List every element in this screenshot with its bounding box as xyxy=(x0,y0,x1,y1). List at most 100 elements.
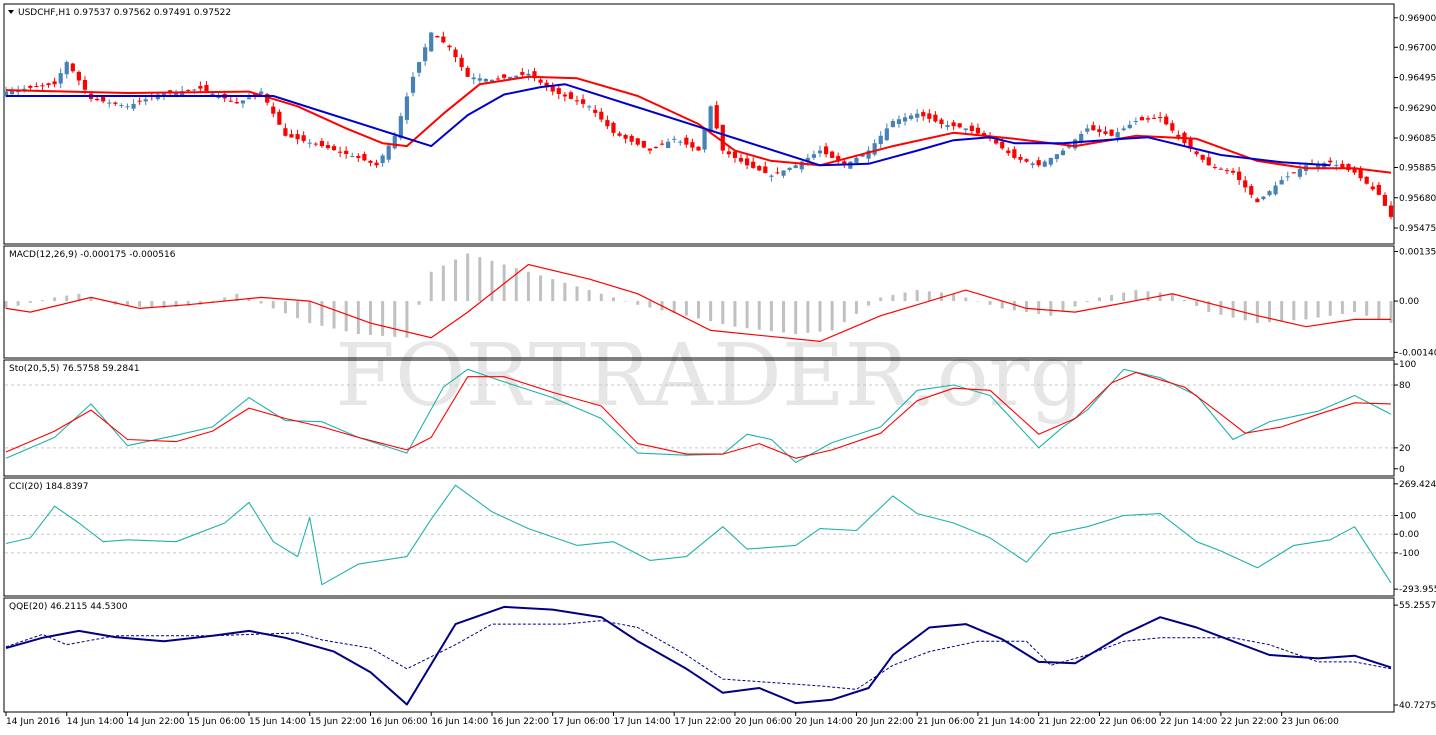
stochastic-header: Sto(20,5,5) 76.5758 59.2841 xyxy=(9,364,140,374)
candle-body xyxy=(1018,157,1023,160)
macd-histogram-bar xyxy=(648,301,652,308)
candle-body xyxy=(1285,176,1290,178)
macd-histogram-bar xyxy=(150,301,154,308)
candle-body xyxy=(508,76,513,80)
candle-body xyxy=(1364,176,1369,184)
candle-body xyxy=(532,71,537,79)
macd-histogram-bar xyxy=(575,286,579,302)
qqe-main-line xyxy=(5,605,1392,706)
candle-body xyxy=(1133,121,1138,123)
macd-histogram-bar xyxy=(223,297,227,302)
candle-body xyxy=(173,91,179,97)
candle-body xyxy=(915,113,920,118)
x-tick-label: 21 Jun 22:00 xyxy=(1039,717,1096,727)
candle-body xyxy=(319,140,324,147)
macd-histogram-bar xyxy=(721,301,725,324)
macd-histogram-bar xyxy=(405,301,409,338)
macd-histogram-bar xyxy=(1304,301,1308,320)
candle-body xyxy=(101,96,106,102)
candle-body xyxy=(477,78,482,81)
macd-histogram-bar xyxy=(1340,301,1344,314)
qqe-signal-line xyxy=(5,620,1392,690)
macd-histogram-bar xyxy=(1243,301,1247,321)
macd-histogram-bar xyxy=(53,297,57,302)
macd-histogram-bar xyxy=(1280,301,1284,322)
macd-histogram-bar xyxy=(1255,301,1259,324)
candle-body xyxy=(161,93,167,96)
x-tick-label: 20 Jun 06:00 xyxy=(735,717,792,727)
cci-frame xyxy=(3,477,1395,597)
qqe-frame xyxy=(3,597,1395,713)
candle-body xyxy=(981,133,987,137)
candle-body xyxy=(1261,196,1266,200)
candle-body xyxy=(769,175,774,177)
candle-body xyxy=(538,79,543,83)
x-tick-label: 14 Jun 22:00 xyxy=(127,717,184,727)
candle-body xyxy=(1273,185,1278,195)
macd-histogram-bar xyxy=(393,301,397,337)
candle-body xyxy=(1243,180,1248,188)
candle-body xyxy=(265,94,270,103)
candle-body xyxy=(398,116,403,139)
candle-body xyxy=(325,145,331,149)
y-tick-label: 269.4248 xyxy=(1399,480,1436,490)
macd-histogram-bar xyxy=(1146,291,1150,302)
candle-body xyxy=(1073,139,1078,149)
y-tick-label: -0.00140 xyxy=(1399,348,1436,358)
candle-body xyxy=(696,146,701,151)
candle-body xyxy=(909,115,914,119)
stochastic-frame xyxy=(3,359,1395,477)
candle-body xyxy=(1212,167,1217,169)
candle-body xyxy=(423,47,428,62)
candle-body xyxy=(3,91,9,96)
candle-body xyxy=(453,49,458,58)
candle-body xyxy=(896,119,902,124)
candle-body xyxy=(131,103,136,109)
candle-body xyxy=(580,99,586,104)
macd-histogram-bar xyxy=(757,301,761,330)
candle-body xyxy=(1340,163,1345,168)
candle-body xyxy=(483,79,488,82)
candle-body xyxy=(246,97,252,100)
macd-histogram-bar xyxy=(806,301,810,333)
macd-histogram-bar xyxy=(964,297,968,302)
candle-body xyxy=(1097,129,1102,133)
macd-histogram-bar xyxy=(40,300,44,302)
candle-body xyxy=(1388,205,1394,217)
candle-body xyxy=(283,128,288,136)
macd-histogram-bar xyxy=(356,301,360,335)
candle-body xyxy=(137,100,142,102)
candle-body xyxy=(362,153,367,161)
macd-histogram-bar xyxy=(1377,301,1381,320)
macd-signal-line xyxy=(5,263,1391,343)
macd-histogram-bar xyxy=(1000,301,1004,309)
candle-body xyxy=(975,127,981,134)
y-tick-label: 100 xyxy=(1399,512,1416,522)
candle-body xyxy=(70,63,75,72)
candle-body xyxy=(1036,160,1041,166)
candle-body xyxy=(410,76,416,93)
candle-body xyxy=(277,111,282,125)
macd-histogram-bar xyxy=(1316,301,1320,318)
candle-body xyxy=(514,75,519,78)
y-tick-label: 20 xyxy=(1399,444,1411,454)
macd-histogram-bar xyxy=(1207,301,1211,313)
watermark: FORTRADER.org xyxy=(335,326,1084,426)
candle-body xyxy=(860,154,865,157)
candle-body xyxy=(1328,160,1333,163)
macd-histogram-bar xyxy=(478,257,482,302)
y-tick-label: -293.9553 xyxy=(1399,585,1436,595)
candle-body xyxy=(198,86,203,89)
macd-histogram-bar xyxy=(1073,301,1077,307)
candle-body xyxy=(1000,141,1005,149)
candle-body xyxy=(1121,128,1126,131)
macd-histogram-bar xyxy=(697,301,700,319)
panel-qqe: 55.2557 40.7275 QQE(20) 46.2115 44.5300 xyxy=(3,597,1436,713)
y-tick-label: 0.95885 xyxy=(1399,164,1436,174)
candle-body xyxy=(793,165,798,169)
y-tick-label: 0.001354 xyxy=(1399,248,1436,258)
candle-body xyxy=(1218,168,1224,170)
candle-body xyxy=(1376,184,1381,195)
candle-body xyxy=(744,158,750,166)
candle-body xyxy=(1060,150,1066,156)
